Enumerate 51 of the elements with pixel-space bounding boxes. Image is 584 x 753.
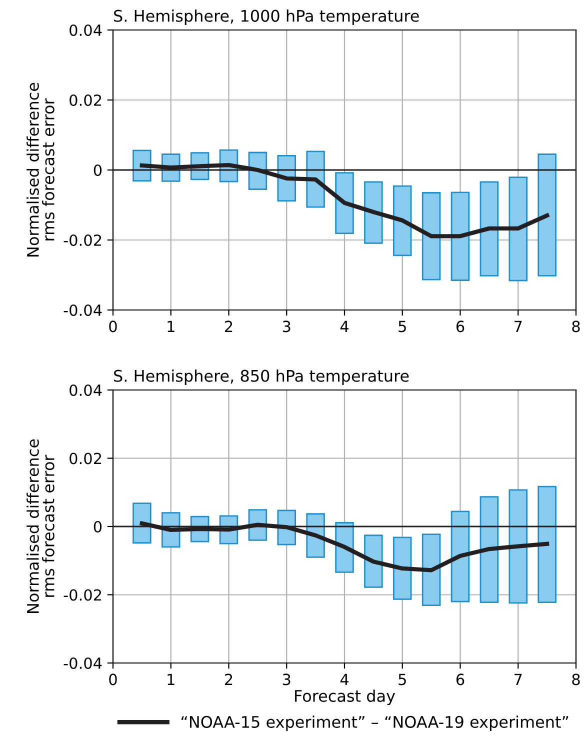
x-tick-label: 3 bbox=[282, 320, 290, 332]
y-tick-label: 0 bbox=[94, 164, 102, 176]
y-axis-title: Normalised difference rms forecast error bbox=[26, 439, 54, 613]
y-tick-label: 0.04 bbox=[70, 384, 102, 396]
y-tick-label: 0.04 bbox=[70, 24, 102, 36]
bar bbox=[364, 181, 383, 244]
x-axis-title: Forecast day bbox=[295, 690, 396, 706]
bar bbox=[480, 496, 499, 603]
bar bbox=[364, 534, 383, 588]
bar bbox=[450, 510, 470, 602]
bar bbox=[335, 172, 354, 234]
x-tick-label: 8 bbox=[572, 674, 580, 686]
chart-title: S. Hemisphere, 850 hPa temperature bbox=[114, 370, 409, 385]
x-tick-label: 0 bbox=[109, 674, 117, 686]
y-tick-label: 0.02 bbox=[70, 94, 102, 106]
bar bbox=[538, 154, 556, 276]
x-tick-label: 7 bbox=[514, 674, 522, 686]
x-tick-label: 4 bbox=[340, 320, 349, 332]
y-tick-label: -0.04 bbox=[64, 657, 102, 670]
x-tick-label: 1 bbox=[168, 320, 174, 332]
x-tick-label: 2 bbox=[225, 320, 232, 332]
y-axis-title: Normalised difference rms forecast error bbox=[26, 82, 54, 256]
y-tick-label: 0 bbox=[94, 520, 102, 533]
x-tick-label: 1 bbox=[168, 674, 174, 686]
legend-label: “NOAA-15 experiment” – “NOAA-19 experiment” bbox=[182, 716, 568, 732]
y-tick-label: 0.02 bbox=[70, 452, 102, 464]
y-tick-label: -0.02 bbox=[64, 234, 102, 246]
x-tick-label: 6 bbox=[456, 320, 464, 332]
bar bbox=[450, 192, 470, 281]
x-tick-label: 3 bbox=[282, 674, 290, 686]
chart-title: S. Hemisphere, 1000 hPa temperature bbox=[114, 10, 419, 25]
y-tick-label: -0.04 bbox=[64, 304, 102, 316]
x-tick-label: 5 bbox=[398, 320, 406, 332]
bar bbox=[393, 185, 412, 256]
x-tick-label: 4 bbox=[340, 674, 349, 686]
x-tick-label: 8 bbox=[572, 320, 580, 332]
x-tick-label: 5 bbox=[398, 674, 406, 686]
bar bbox=[422, 534, 441, 606]
bar bbox=[508, 489, 528, 604]
x-tick-label: 6 bbox=[456, 674, 464, 686]
bar bbox=[335, 522, 354, 573]
x-tick-label: 0 bbox=[109, 320, 117, 332]
bar bbox=[508, 176, 528, 282]
bar bbox=[480, 181, 499, 276]
bar bbox=[538, 486, 556, 603]
x-tick-label: 7 bbox=[514, 320, 522, 332]
x-tick-label: 2 bbox=[225, 674, 232, 686]
bar bbox=[393, 536, 412, 600]
y-tick-label: -0.02 bbox=[64, 589, 102, 601]
bar bbox=[422, 192, 441, 280]
bar bbox=[132, 502, 152, 544]
